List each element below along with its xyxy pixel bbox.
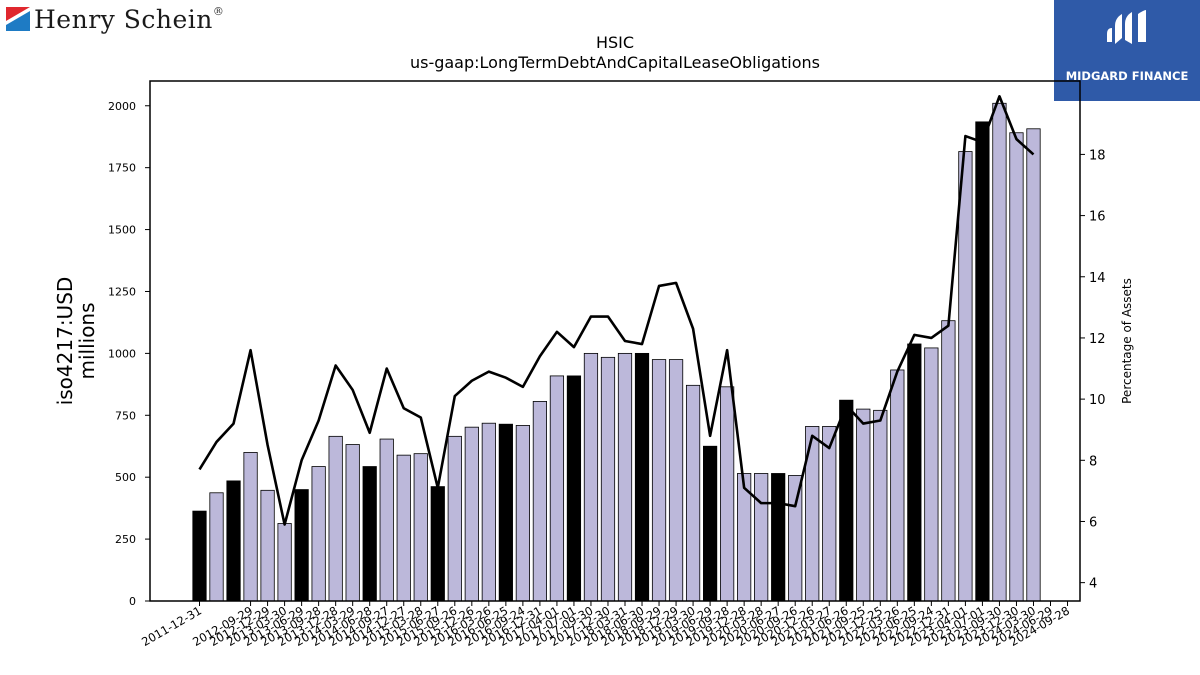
x-axis-ticks: 2011-12-312012-09-292012-12-292013-03-30… bbox=[139, 601, 1072, 649]
y2-tick-label: 4 bbox=[1089, 577, 1097, 592]
y-tick-label: 1500 bbox=[108, 224, 136, 237]
y-tick-label: 1000 bbox=[108, 347, 136, 360]
plot-frame bbox=[149, 80, 1081, 602]
chart-subtitle: us-gaap:LongTermDebtAndCapitalLeaseOblig… bbox=[410, 53, 820, 72]
bar bbox=[532, 401, 548, 602]
bar bbox=[873, 409, 888, 602]
bar bbox=[617, 352, 633, 602]
bar bbox=[941, 320, 956, 602]
y-tick-label: 0 bbox=[129, 595, 136, 608]
y2-tick-label: 6 bbox=[1089, 515, 1097, 530]
y2-tick-label: 16 bbox=[1089, 210, 1106, 225]
y-tick-label: 500 bbox=[115, 471, 136, 484]
y-tick-label: 1750 bbox=[108, 162, 136, 175]
bar bbox=[720, 386, 735, 602]
bar bbox=[311, 466, 326, 602]
y-tick-label: 1250 bbox=[108, 285, 136, 298]
y-axis-label: iso4217:USDmillions bbox=[53, 277, 99, 406]
bar bbox=[396, 454, 411, 602]
bar bbox=[226, 480, 241, 602]
y-tick-label: 2000 bbox=[108, 100, 136, 113]
bar bbox=[260, 489, 275, 602]
bar bbox=[294, 489, 309, 602]
y-tick-label: 750 bbox=[115, 409, 136, 422]
midgard-m-icon bbox=[1107, 10, 1146, 44]
bar bbox=[481, 422, 496, 602]
bar bbox=[634, 352, 650, 602]
bar bbox=[890, 369, 905, 602]
bar bbox=[651, 359, 667, 602]
bar bbox=[703, 445, 718, 602]
bar bbox=[907, 343, 922, 602]
bar bbox=[771, 473, 786, 602]
bar bbox=[856, 408, 871, 602]
bar bbox=[924, 347, 939, 602]
midgard-finance-wordmark: MIDGARD FINANCE bbox=[1065, 69, 1189, 83]
bar bbox=[277, 523, 292, 602]
bar bbox=[975, 121, 990, 602]
midgard-finance-logo: MIDGARD FINANCE bbox=[1054, 0, 1200, 101]
percentage-of-assets-line bbox=[198, 94, 1035, 526]
y2-tick-label: 14 bbox=[1089, 271, 1106, 286]
bar bbox=[243, 452, 258, 602]
y2-axis-ticks: 4 6 8 10 12 14 16 18 bbox=[1080, 148, 1106, 592]
bar bbox=[754, 473, 769, 602]
bar bbox=[600, 356, 616, 602]
bar bbox=[992, 102, 1007, 602]
bar bbox=[549, 375, 565, 602]
bar bbox=[379, 438, 394, 602]
y2-tick-label: 18 bbox=[1089, 148, 1106, 163]
bar bbox=[413, 453, 428, 602]
bar bbox=[430, 486, 445, 602]
y-tick-label: 250 bbox=[115, 533, 136, 546]
bar bbox=[566, 375, 582, 602]
bar bbox=[328, 435, 343, 602]
bar bbox=[958, 151, 973, 602]
bar bbox=[822, 426, 837, 602]
henry-schein-flag-icon bbox=[6, 7, 30, 31]
bar bbox=[1009, 132, 1024, 602]
bar bbox=[209, 492, 224, 602]
y2-axis-label: Percentage of Assets bbox=[1120, 278, 1134, 404]
y2-tick-label: 12 bbox=[1089, 332, 1106, 347]
bar bbox=[839, 399, 854, 602]
y-axis-label-line: millions bbox=[75, 302, 99, 379]
bar bbox=[1026, 128, 1041, 602]
bar bbox=[583, 352, 599, 602]
bar-series bbox=[192, 102, 1041, 602]
bar bbox=[345, 444, 360, 602]
bar bbox=[788, 475, 803, 602]
bar bbox=[515, 425, 530, 602]
henry-schein-wordmark: Henry Schein® bbox=[34, 4, 225, 34]
y-axis-ticks: 0 250 500 750 1000 1250 1500 1750 2000 bbox=[108, 100, 150, 608]
y-axis-label-line: iso4217:USD bbox=[53, 277, 77, 406]
bar bbox=[192, 510, 207, 602]
henry-schein-logo: Henry Schein® bbox=[6, 4, 224, 34]
y2-tick-label: 10 bbox=[1089, 393, 1106, 408]
bar bbox=[447, 435, 462, 602]
chart-title: HSIC bbox=[596, 33, 634, 52]
bar bbox=[362, 466, 377, 602]
bar bbox=[498, 423, 513, 602]
bar bbox=[464, 426, 479, 602]
y2-tick-label: 8 bbox=[1089, 454, 1097, 469]
bar bbox=[685, 384, 701, 602]
bar bbox=[668, 359, 684, 602]
registered-mark: ® bbox=[212, 4, 225, 18]
